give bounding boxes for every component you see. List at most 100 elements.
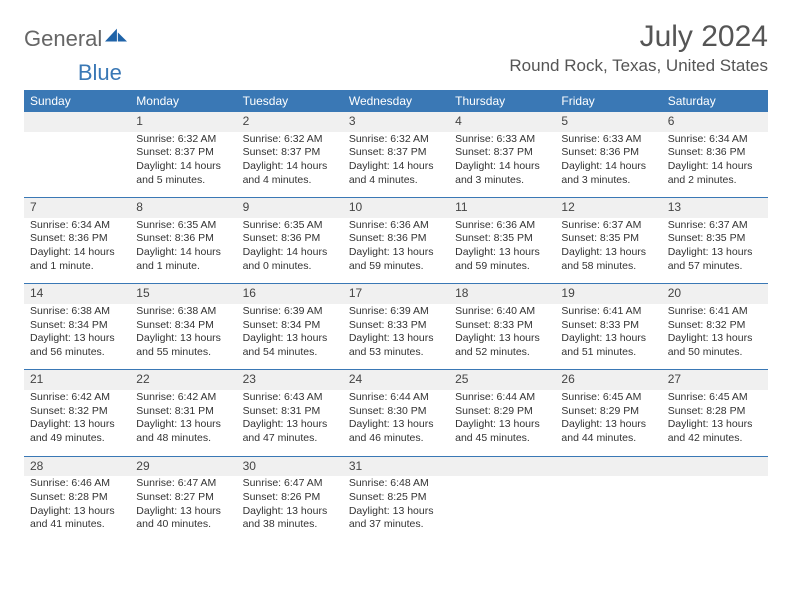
- sunset-text: Sunset: 8:29 PM: [561, 405, 655, 419]
- day-number-cell: 22: [130, 370, 236, 390]
- sunset-text: Sunset: 8:26 PM: [243, 491, 337, 505]
- sunrise-text: Sunrise: 6:35 AM: [243, 219, 337, 233]
- day-number-cell: 20: [662, 284, 768, 304]
- sunset-text: Sunset: 8:31 PM: [136, 405, 230, 419]
- day-content-cell: Sunrise: 6:47 AMSunset: 8:27 PMDaylight:…: [130, 476, 236, 542]
- sunrise-text: Sunrise: 6:36 AM: [455, 219, 549, 233]
- day-number-cell: 5: [555, 112, 661, 132]
- day-content-cell: Sunrise: 6:44 AMSunset: 8:29 PMDaylight:…: [449, 390, 555, 456]
- day-content-cell: Sunrise: 6:33 AMSunset: 8:37 PMDaylight:…: [449, 132, 555, 198]
- day-number-row: 28293031: [24, 456, 768, 476]
- day-content-cell: Sunrise: 6:45 AMSunset: 8:28 PMDaylight:…: [662, 390, 768, 456]
- day-content-cell: [662, 476, 768, 542]
- daylight-text: Daylight: 13 hours and 45 minutes.: [455, 418, 549, 445]
- day-number-cell: 24: [343, 370, 449, 390]
- sunset-text: Sunset: 8:33 PM: [349, 319, 443, 333]
- brand-logo: General: [24, 26, 127, 52]
- daylight-text: Daylight: 14 hours and 4 minutes.: [349, 160, 443, 187]
- weekday-header: Thursday: [449, 90, 555, 112]
- sunset-text: Sunset: 8:37 PM: [455, 146, 549, 160]
- weekday-header: Tuesday: [237, 90, 343, 112]
- day-content-cell: Sunrise: 6:48 AMSunset: 8:25 PMDaylight:…: [343, 476, 449, 542]
- sunset-text: Sunset: 8:34 PM: [243, 319, 337, 333]
- day-number-cell: 8: [130, 198, 236, 218]
- daylight-text: Daylight: 13 hours and 37 minutes.: [349, 505, 443, 532]
- day-content-cell: Sunrise: 6:32 AMSunset: 8:37 PMDaylight:…: [343, 132, 449, 198]
- day-content-row: Sunrise: 6:42 AMSunset: 8:32 PMDaylight:…: [24, 390, 768, 456]
- daylight-text: Daylight: 13 hours and 56 minutes.: [30, 332, 124, 359]
- day-content-cell: Sunrise: 6:46 AMSunset: 8:28 PMDaylight:…: [24, 476, 130, 542]
- daylight-text: Daylight: 14 hours and 0 minutes.: [243, 246, 337, 273]
- calendar-table: SundayMondayTuesdayWednesdayThursdayFrid…: [24, 90, 768, 542]
- day-content-cell: Sunrise: 6:42 AMSunset: 8:31 PMDaylight:…: [130, 390, 236, 456]
- daylight-text: Daylight: 13 hours and 53 minutes.: [349, 332, 443, 359]
- sunrise-text: Sunrise: 6:34 AM: [668, 133, 762, 147]
- day-number-cell: 2: [237, 112, 343, 132]
- weekday-header: Wednesday: [343, 90, 449, 112]
- day-number-cell: 12: [555, 198, 661, 218]
- sunrise-text: Sunrise: 6:47 AM: [243, 477, 337, 491]
- day-number-cell: [555, 456, 661, 476]
- day-content-row: Sunrise: 6:34 AMSunset: 8:36 PMDaylight:…: [24, 218, 768, 284]
- day-content-cell: [555, 476, 661, 542]
- daylight-text: Daylight: 13 hours and 55 minutes.: [136, 332, 230, 359]
- day-content-cell: Sunrise: 6:44 AMSunset: 8:30 PMDaylight:…: [343, 390, 449, 456]
- sunset-text: Sunset: 8:30 PM: [349, 405, 443, 419]
- sunrise-text: Sunrise: 6:32 AM: [136, 133, 230, 147]
- day-content-row: Sunrise: 6:38 AMSunset: 8:34 PMDaylight:…: [24, 304, 768, 370]
- daylight-text: Daylight: 13 hours and 52 minutes.: [455, 332, 549, 359]
- sunset-text: Sunset: 8:32 PM: [30, 405, 124, 419]
- sunset-text: Sunset: 8:33 PM: [561, 319, 655, 333]
- sunset-text: Sunset: 8:33 PM: [455, 319, 549, 333]
- daylight-text: Daylight: 14 hours and 2 minutes.: [668, 160, 762, 187]
- day-content-cell: Sunrise: 6:43 AMSunset: 8:31 PMDaylight:…: [237, 390, 343, 456]
- day-content-cell: Sunrise: 6:32 AMSunset: 8:37 PMDaylight:…: [237, 132, 343, 198]
- sunrise-text: Sunrise: 6:41 AM: [561, 305, 655, 319]
- sunset-text: Sunset: 8:31 PM: [243, 405, 337, 419]
- weekday-header: Monday: [130, 90, 236, 112]
- day-number-cell: 1: [130, 112, 236, 132]
- daylight-text: Daylight: 14 hours and 3 minutes.: [455, 160, 549, 187]
- weekday-header: Friday: [555, 90, 661, 112]
- day-content-cell: Sunrise: 6:47 AMSunset: 8:26 PMDaylight:…: [237, 476, 343, 542]
- day-number-cell: 10: [343, 198, 449, 218]
- day-number-cell: 6: [662, 112, 768, 132]
- daylight-text: Daylight: 13 hours and 48 minutes.: [136, 418, 230, 445]
- daylight-text: Daylight: 14 hours and 1 minute.: [30, 246, 124, 273]
- day-content-cell: Sunrise: 6:41 AMSunset: 8:33 PMDaylight:…: [555, 304, 661, 370]
- day-number-cell: 11: [449, 198, 555, 218]
- day-number-cell: [449, 456, 555, 476]
- sunset-text: Sunset: 8:34 PM: [136, 319, 230, 333]
- sunrise-text: Sunrise: 6:44 AM: [349, 391, 443, 405]
- sunrise-text: Sunrise: 6:38 AM: [30, 305, 124, 319]
- day-number-cell: 27: [662, 370, 768, 390]
- sunrise-text: Sunrise: 6:41 AM: [668, 305, 762, 319]
- day-number-cell: [662, 456, 768, 476]
- day-number-cell: 14: [24, 284, 130, 304]
- sunrise-text: Sunrise: 6:37 AM: [561, 219, 655, 233]
- sunrise-text: Sunrise: 6:47 AM: [136, 477, 230, 491]
- sunset-text: Sunset: 8:37 PM: [349, 146, 443, 160]
- day-number-cell: [24, 112, 130, 132]
- daylight-text: Daylight: 13 hours and 49 minutes.: [30, 418, 124, 445]
- sunset-text: Sunset: 8:36 PM: [561, 146, 655, 160]
- day-content-cell: Sunrise: 6:36 AMSunset: 8:35 PMDaylight:…: [449, 218, 555, 284]
- day-number-cell: 18: [449, 284, 555, 304]
- daylight-text: Daylight: 13 hours and 42 minutes.: [668, 418, 762, 445]
- daylight-text: Daylight: 13 hours and 47 minutes.: [243, 418, 337, 445]
- day-number-cell: 16: [237, 284, 343, 304]
- day-number-cell: 13: [662, 198, 768, 218]
- day-content-cell: [24, 132, 130, 198]
- daylight-text: Daylight: 13 hours and 41 minutes.: [30, 505, 124, 532]
- daylight-text: Daylight: 13 hours and 44 minutes.: [561, 418, 655, 445]
- day-content-cell: Sunrise: 6:38 AMSunset: 8:34 PMDaylight:…: [24, 304, 130, 370]
- sunset-text: Sunset: 8:34 PM: [30, 319, 124, 333]
- day-content-cell: Sunrise: 6:33 AMSunset: 8:36 PMDaylight:…: [555, 132, 661, 198]
- daylight-text: Daylight: 13 hours and 51 minutes.: [561, 332, 655, 359]
- day-content-cell: Sunrise: 6:41 AMSunset: 8:32 PMDaylight:…: [662, 304, 768, 370]
- sunrise-text: Sunrise: 6:43 AM: [243, 391, 337, 405]
- sunrise-text: Sunrise: 6:46 AM: [30, 477, 124, 491]
- day-content-cell: Sunrise: 6:35 AMSunset: 8:36 PMDaylight:…: [237, 218, 343, 284]
- day-number-cell: 26: [555, 370, 661, 390]
- sunrise-text: Sunrise: 6:39 AM: [349, 305, 443, 319]
